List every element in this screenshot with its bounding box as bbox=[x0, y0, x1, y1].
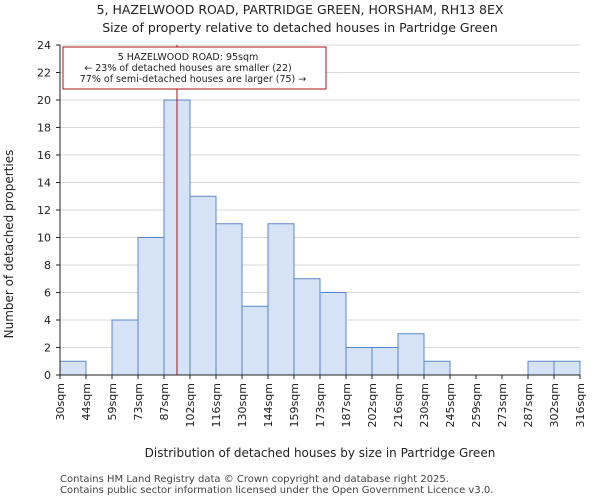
x-tick-label: 216sqm bbox=[392, 383, 405, 427]
x-tick-label: 173sqm bbox=[314, 383, 327, 427]
x-tick-label: 30sqm bbox=[54, 383, 67, 420]
annotation-line-3: 77% of semi-detached houses are larger (… bbox=[80, 74, 307, 85]
y-tick-label: 4 bbox=[44, 314, 51, 327]
x-tick-label: 273sqm bbox=[496, 383, 509, 427]
bar-116sqm bbox=[215, 223, 243, 376]
bar-202sqm bbox=[371, 347, 399, 376]
y-tick-label: 18 bbox=[37, 122, 51, 135]
bar-159sqm bbox=[293, 278, 321, 376]
x-tick-label: 245sqm bbox=[444, 383, 457, 427]
y-tick-label: 14 bbox=[37, 177, 51, 190]
bar-287sqm bbox=[527, 360, 555, 376]
y-axis-label: Number of detached properties bbox=[2, 150, 16, 339]
x-tick-label: 287sqm bbox=[522, 383, 535, 427]
annotation-line-1: 5 HAZELWOOD ROAD: 95sqm bbox=[118, 52, 259, 63]
bar-73sqm bbox=[137, 237, 165, 376]
bar-302sqm bbox=[553, 360, 581, 376]
y-tick-label: 16 bbox=[37, 149, 51, 162]
y-tick-label: 12 bbox=[37, 204, 51, 217]
bar-59sqm bbox=[111, 319, 139, 376]
x-tick-label: 187sqm bbox=[340, 383, 353, 427]
x-tick-label: 102sqm bbox=[184, 383, 197, 427]
y-tick-label: 22 bbox=[37, 67, 51, 80]
x-tick-label: 59sqm bbox=[106, 383, 119, 420]
footer-line-1: Contains HM Land Registry data © Crown c… bbox=[60, 474, 449, 485]
y-tick-label: 0 bbox=[44, 369, 51, 382]
x-tick-label: 230sqm bbox=[418, 383, 431, 427]
y-tick-label: 20 bbox=[37, 94, 51, 107]
bar-187sqm bbox=[345, 347, 373, 376]
x-tick-label: 130sqm bbox=[236, 383, 249, 427]
y-tick-label: 6 bbox=[44, 287, 51, 300]
bar-144sqm bbox=[267, 223, 295, 376]
y-tick-label: 2 bbox=[44, 342, 51, 355]
x-tick-label: 44sqm bbox=[80, 383, 93, 420]
x-tick-label: 144sqm bbox=[262, 383, 275, 427]
x-tick-label: 259sqm bbox=[470, 383, 483, 427]
x-tick-labels: 30sqm 44sqm 59sqm 73sqm 87sqm 102sqm 116sqm 130… bbox=[54, 375, 587, 427]
bar-130sqm bbox=[241, 305, 269, 376]
x-tick-label: 202sqm bbox=[366, 383, 379, 427]
bar-30sqm bbox=[59, 360, 87, 376]
y-tick-label: 8 bbox=[44, 259, 51, 272]
x-tick-label: 73sqm bbox=[132, 383, 145, 420]
bar-102sqm bbox=[189, 195, 217, 376]
bar-230sqm bbox=[423, 360, 451, 376]
x-tick-label: 116sqm bbox=[210, 383, 223, 427]
y-tick-label: 10 bbox=[37, 232, 51, 245]
x-tick-label: 302sqm bbox=[548, 383, 561, 427]
x-tick-label: 87sqm bbox=[158, 383, 171, 420]
y-tick-label: 24 bbox=[37, 39, 51, 52]
annotation-line-2: ← 23% of detached houses are smaller (22… bbox=[84, 63, 291, 74]
chart-title: 5, HAZELWOOD ROAD, PARTRIDGE GREEN, HORS… bbox=[97, 2, 504, 17]
x-axis-label: Distribution of detached houses by size … bbox=[145, 446, 496, 460]
x-tick-label: 159sqm bbox=[288, 383, 301, 427]
chart-subtitle: Size of property relative to detached ho… bbox=[102, 20, 498, 35]
x-tick-label: 316sqm bbox=[574, 383, 587, 427]
footer-line-2: Contains public sector information licen… bbox=[60, 485, 494, 496]
annotation-box: 5 HAZELWOOD ROAD: 95sqm ← 23% of detache… bbox=[62, 46, 327, 90]
bar-173sqm bbox=[319, 292, 347, 376]
bar-216sqm bbox=[397, 333, 425, 376]
